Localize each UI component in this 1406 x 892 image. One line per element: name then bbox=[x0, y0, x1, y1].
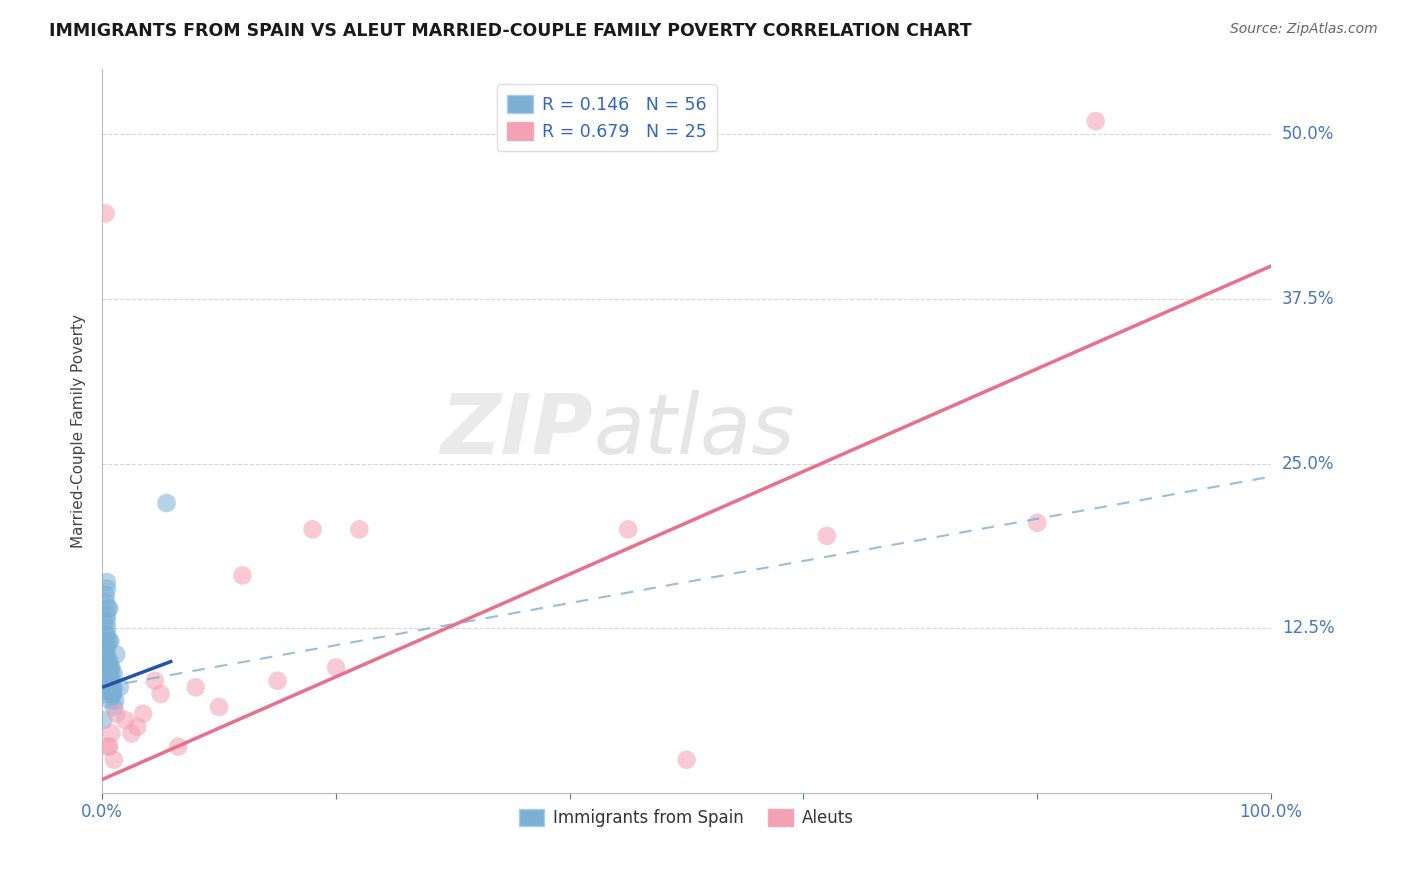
Point bbox=[617, 522, 640, 536]
Point bbox=[155, 496, 177, 510]
Point bbox=[100, 660, 122, 674]
Point bbox=[96, 634, 118, 648]
Point bbox=[301, 522, 323, 536]
Point bbox=[325, 660, 347, 674]
Point bbox=[94, 206, 117, 220]
Point bbox=[96, 628, 118, 642]
Point bbox=[1026, 516, 1049, 530]
Point bbox=[97, 739, 120, 754]
Point bbox=[100, 687, 122, 701]
Point bbox=[105, 706, 128, 721]
Text: 12.5%: 12.5% bbox=[1282, 619, 1334, 637]
Point bbox=[100, 660, 122, 674]
Point bbox=[108, 681, 131, 695]
Text: 25.0%: 25.0% bbox=[1282, 455, 1334, 473]
Point bbox=[94, 588, 117, 602]
Point bbox=[96, 621, 118, 635]
Point bbox=[132, 706, 155, 721]
Point bbox=[231, 568, 253, 582]
Text: ZIP: ZIP bbox=[440, 390, 593, 471]
Point bbox=[103, 753, 125, 767]
Point bbox=[98, 660, 121, 674]
Point bbox=[100, 681, 122, 695]
Text: Source: ZipAtlas.com: Source: ZipAtlas.com bbox=[1230, 22, 1378, 37]
Point bbox=[120, 726, 142, 740]
Point bbox=[104, 693, 127, 707]
Point bbox=[94, 634, 117, 648]
Text: IMMIGRANTS FROM SPAIN VS ALEUT MARRIED-COUPLE FAMILY POVERTY CORRELATION CHART: IMMIGRANTS FROM SPAIN VS ALEUT MARRIED-C… bbox=[49, 22, 972, 40]
Point bbox=[98, 739, 121, 754]
Point bbox=[100, 681, 122, 695]
Y-axis label: Married-Couple Family Poverty: Married-Couple Family Poverty bbox=[72, 314, 86, 548]
Point bbox=[184, 681, 207, 695]
Point bbox=[96, 615, 118, 629]
Point bbox=[101, 681, 124, 695]
Point bbox=[103, 667, 125, 681]
Point bbox=[97, 654, 120, 668]
Point bbox=[208, 700, 231, 714]
Point bbox=[266, 673, 288, 688]
Point bbox=[101, 687, 124, 701]
Point bbox=[105, 648, 128, 662]
Point bbox=[97, 601, 120, 615]
Point bbox=[96, 648, 118, 662]
Point bbox=[96, 640, 118, 655]
Point bbox=[97, 667, 120, 681]
Point bbox=[94, 673, 117, 688]
Point bbox=[96, 607, 118, 622]
Point bbox=[101, 687, 124, 701]
Point bbox=[94, 673, 117, 688]
Point bbox=[94, 628, 117, 642]
Point bbox=[349, 522, 371, 536]
Text: 37.5%: 37.5% bbox=[1282, 290, 1334, 308]
Point bbox=[98, 673, 121, 688]
Point bbox=[98, 601, 121, 615]
Point bbox=[1084, 114, 1107, 128]
Point bbox=[93, 615, 115, 629]
Point bbox=[93, 654, 115, 668]
Point bbox=[93, 687, 115, 701]
Text: 50.0%: 50.0% bbox=[1282, 126, 1334, 144]
Legend: Immigrants from Spain, Aleuts: Immigrants from Spain, Aleuts bbox=[510, 800, 862, 835]
Point bbox=[98, 667, 121, 681]
Point bbox=[94, 654, 117, 668]
Point bbox=[98, 634, 121, 648]
Point bbox=[100, 673, 122, 688]
Point bbox=[167, 739, 190, 754]
Point bbox=[96, 574, 118, 589]
Point bbox=[100, 726, 122, 740]
Point bbox=[100, 693, 122, 707]
Point bbox=[98, 673, 121, 688]
Point bbox=[94, 654, 117, 668]
Point bbox=[93, 713, 115, 727]
Point bbox=[114, 713, 136, 727]
Point bbox=[97, 660, 120, 674]
Point bbox=[101, 687, 124, 701]
Point bbox=[815, 529, 838, 543]
Point bbox=[96, 582, 118, 596]
Point bbox=[143, 673, 166, 688]
Text: atlas: atlas bbox=[593, 390, 794, 471]
Point bbox=[96, 667, 118, 681]
Point bbox=[127, 720, 149, 734]
Point bbox=[675, 753, 697, 767]
Point bbox=[149, 687, 172, 701]
Point bbox=[94, 648, 117, 662]
Point bbox=[98, 654, 121, 668]
Point bbox=[103, 700, 125, 714]
Point bbox=[94, 595, 117, 609]
Point bbox=[97, 667, 120, 681]
Point bbox=[100, 634, 122, 648]
Point bbox=[93, 640, 115, 655]
Point bbox=[100, 667, 122, 681]
Point bbox=[103, 681, 125, 695]
